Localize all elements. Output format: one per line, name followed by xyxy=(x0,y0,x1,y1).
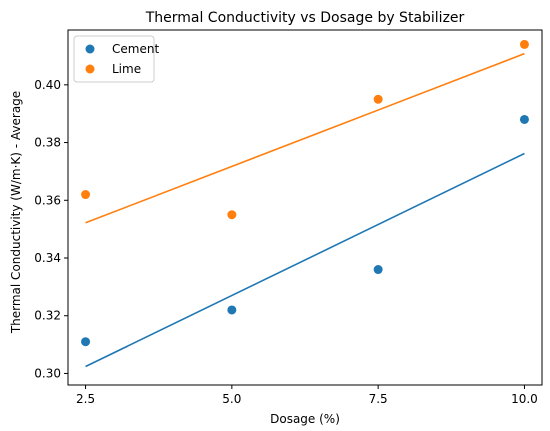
x-tick-label: 5.0 xyxy=(222,392,241,406)
y-tick-label: 0.38 xyxy=(34,136,61,150)
y-tick-label: 0.36 xyxy=(34,193,61,207)
legend-marker-cement xyxy=(85,44,95,54)
x-tick-label: 10.0 xyxy=(511,392,538,406)
x-tick-label: 7.5 xyxy=(369,392,388,406)
data-point-cement xyxy=(519,114,529,124)
legend-label-lime: Lime xyxy=(112,62,141,76)
data-point-cement xyxy=(373,265,383,275)
x-tick-label: 2.5 xyxy=(76,392,95,406)
data-point-cement xyxy=(81,337,91,347)
y-tick-label: 0.32 xyxy=(34,309,61,323)
x-axis-label: Dosage (%) xyxy=(270,412,340,426)
legend-label-cement: Cement xyxy=(112,42,159,56)
y-tick-label: 0.34 xyxy=(34,251,61,265)
y-axis-label: Thermal Conductivity (W/m·K) - Average xyxy=(9,91,23,334)
plot-area: 2.5 5.0 7.5 10.0 0.30 0.32 0.34 0.36 0.38 0.40 Cem… xyxy=(34,29,543,406)
trendline-cement xyxy=(85,152,525,368)
data-point-lime xyxy=(519,39,529,49)
chart-title: Thermal Conductivity vs Dosage by Stabil… xyxy=(145,10,465,26)
y-tick-label: 0.30 xyxy=(34,366,61,380)
data-point-lime xyxy=(373,94,383,104)
data-point-lime xyxy=(81,190,91,200)
data-point-cement xyxy=(227,305,237,315)
legend-marker-lime xyxy=(85,64,95,74)
plot-frame xyxy=(67,29,543,386)
trendline-lime xyxy=(85,52,525,224)
y-tick-label: 0.40 xyxy=(34,78,61,92)
data-point-lime xyxy=(227,210,237,220)
